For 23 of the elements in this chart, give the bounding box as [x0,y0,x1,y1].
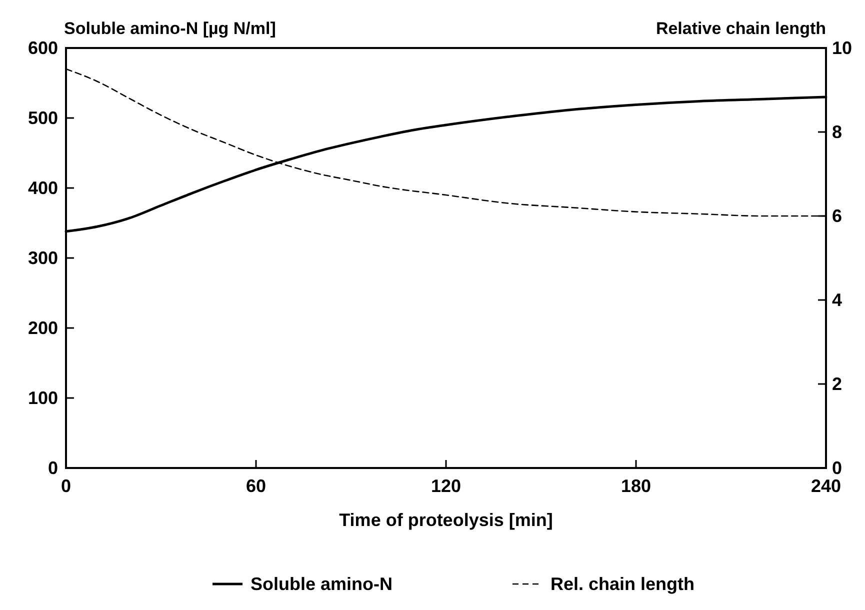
y2-tick-label: 4 [832,290,842,310]
x-tick-label: 120 [430,476,462,496]
y-tick-label: 400 [28,178,58,198]
y-axis-title: Soluble amino-N [µg N/ml] [64,19,276,38]
legend-label: Rel. chain length [550,574,695,594]
y2-tick-label: 10 [832,38,852,58]
y-tick-label: 300 [28,248,58,268]
legend-label: Soluble amino-N [250,574,393,594]
x-tick-label: 240 [810,476,842,496]
x-tick-label: 0 [60,476,72,496]
y-tick-label: 100 [28,388,58,408]
y-tick-label: 200 [28,318,58,338]
x-axis-title: Time of proteolysis [min] [339,510,553,530]
x-tick-label: 60 [246,476,266,496]
y2-tick-label: 0 [832,458,842,478]
y-tick-label: 0 [48,458,58,478]
y2-tick-label: 2 [832,374,842,394]
y-tick-label: 500 [28,108,58,128]
x-tick-label: 180 [620,476,652,496]
y2-axis-title: Relative chain length [656,19,826,38]
y2-tick-label: 6 [832,206,842,226]
y2-tick-label: 8 [832,122,842,142]
y-tick-label: 600 [28,38,58,58]
